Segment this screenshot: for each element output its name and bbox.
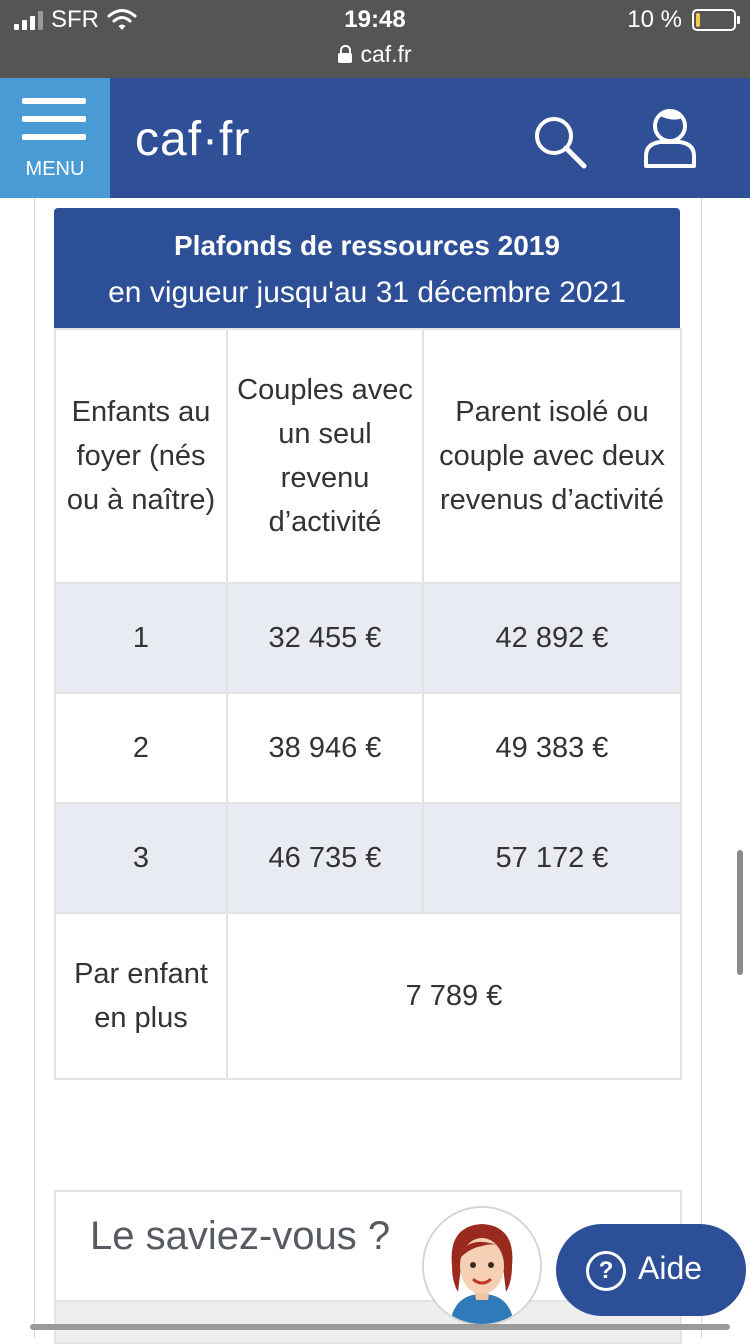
cell-single-income: 32 455 € bbox=[226, 582, 424, 694]
battery-fill bbox=[696, 13, 700, 27]
table-row: 3 46 735 € 57 172 € bbox=[54, 802, 682, 914]
assistant-avatar-icon bbox=[424, 1208, 540, 1324]
menu-label: MENU bbox=[25, 158, 85, 180]
url-domain: caf.fr bbox=[360, 40, 412, 67]
aide-label: Aide bbox=[638, 1250, 703, 1286]
browser-top-bar: SFR 19:48 10 % caf.fr bbox=[0, 0, 750, 78]
cell-two-incomes: 57 172 € bbox=[422, 802, 682, 914]
menu-button[interactable]: MENU bbox=[0, 78, 110, 198]
home-indicator[interactable] bbox=[30, 1324, 730, 1330]
column-header: Enfants au foyer (nés ou à naître) bbox=[54, 328, 228, 584]
caf-logo[interactable]: caf·fr bbox=[135, 113, 251, 166]
column-header: Parent isolé ou couple avec deux revenus… bbox=[422, 328, 682, 584]
wifi-icon bbox=[107, 9, 137, 30]
saviez-vous-title: Le saviez-vous ? bbox=[90, 1214, 391, 1258]
question-circle-icon: ? bbox=[586, 1251, 626, 1291]
status-left: SFR bbox=[14, 6, 137, 34]
cell-children: 1 bbox=[54, 582, 228, 694]
signal-icon bbox=[14, 10, 43, 30]
menu-icon-bar bbox=[22, 134, 86, 140]
cell-children: 3 bbox=[54, 802, 228, 914]
site-header: MENU caf·fr bbox=[0, 78, 750, 198]
scrollbar[interactable] bbox=[737, 850, 743, 975]
column-header: Couples avec un seul revenu d’activité bbox=[226, 328, 424, 584]
cell-children: 2 bbox=[54, 692, 228, 804]
cell-extra-label: Par enfant en plus bbox=[54, 912, 228, 1080]
search-icon[interactable] bbox=[532, 114, 588, 170]
table-title-banner: Plafonds de ressources 2019 en vigueur j… bbox=[54, 208, 680, 328]
divider bbox=[56, 1300, 680, 1302]
cell-extra-value: 7 789 € bbox=[226, 912, 682, 1080]
lock-icon bbox=[338, 45, 353, 63]
url-bar[interactable]: caf.fr bbox=[0, 38, 750, 70]
cell-single-income: 38 946 € bbox=[226, 692, 424, 804]
table-title: Plafonds de ressources 2019 bbox=[174, 230, 560, 261]
aide-button[interactable]: ? Aide bbox=[556, 1224, 746, 1316]
carrier-name: SFR bbox=[51, 6, 99, 33]
menu-icon-bar bbox=[22, 116, 86, 122]
cell-two-incomes: 42 892 € bbox=[422, 582, 682, 694]
assistant-avatar[interactable] bbox=[422, 1206, 542, 1326]
table-row: 2 38 946 € 49 383 € bbox=[54, 692, 682, 804]
status-right: 10 % bbox=[627, 6, 740, 34]
table-row-extra-child: Par enfant en plus 7 789 € bbox=[54, 912, 682, 1080]
cell-single-income: 46 735 € bbox=[226, 802, 424, 914]
cell-two-incomes: 49 383 € bbox=[422, 692, 682, 804]
user-icon[interactable] bbox=[640, 108, 700, 170]
content-frame bbox=[34, 198, 702, 1338]
table-header-row: Enfants au foyer (nés ou à naître) Coupl… bbox=[54, 328, 682, 584]
menu-icon bbox=[22, 98, 86, 104]
ressources-table: Enfants au foyer (nés ou à naître) Coupl… bbox=[54, 328, 682, 1080]
battery-icon bbox=[692, 9, 740, 31]
status-time: 19:48 bbox=[344, 6, 406, 33]
table-subtitle: en vigueur jusqu'au 31 décembre 2021 bbox=[108, 276, 626, 309]
battery-percentage: 10 % bbox=[627, 6, 682, 33]
table-row: 1 32 455 € 42 892 € bbox=[54, 582, 682, 694]
